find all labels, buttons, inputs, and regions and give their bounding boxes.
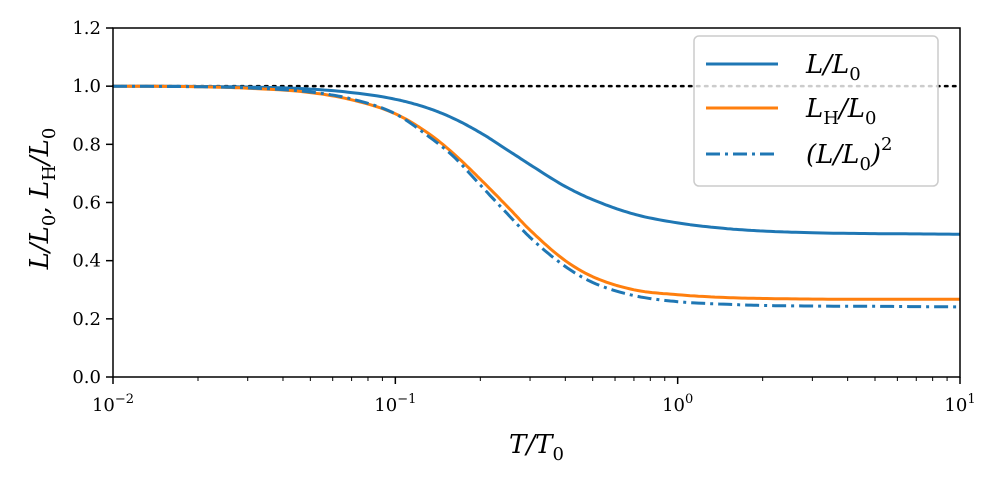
legend-label-l-over-l0-squared: (L/L0)2 [806,134,893,175]
legend-0-main: L/L [805,50,849,80]
x-tick-label-exp: −1 [397,392,416,407]
y-axis-label-p2: , L [25,181,55,215]
x-tick-label: 101 [944,392,975,416]
x-tick-label-exp: 1 [967,392,975,407]
legend-box [693,35,939,187]
series-line-l-over-l0-squared [113,84,960,309]
y-tick-label: 0.0 [72,367,101,388]
x-axis-label: T/T0 [509,430,564,465]
series-group [113,84,960,309]
legend-label-l-over-l0: L/L0 [805,50,861,85]
y-axis-label: L/L0, LH/L0 [25,128,60,271]
legend-2-sup: 2 [881,134,892,155]
legend-2-main: (L/L [806,140,859,170]
y-tick-label: 0.4 [72,251,101,272]
y-tick-label: 1.2 [72,18,101,39]
legend-1-sub: H [823,108,839,129]
x-axis-label-sub: 0 [553,444,564,465]
x-tick-label-base: 10 [944,395,967,416]
legend-0-sub: 0 [849,64,860,85]
legend-label-lh-over-l0: LH/L0 [805,94,876,129]
x-tick-label-base: 10 [92,395,115,416]
y-tick-label: 1.0 [72,76,101,97]
y-axis-label-p1: L/L [25,226,55,270]
x-tick-label: 10−1 [374,392,416,416]
series-line-lh-over-l0 [113,84,960,301]
y-axis-label-s2: H [39,165,60,181]
legend-2-sub: 0 [859,154,870,175]
legend: L/L0 LH/L0 (L/L0)2 [693,35,939,187]
y-tick-label: 0.6 [72,193,101,214]
legend-1-mid: /L [836,94,865,124]
y-axis-label-s1: 0 [39,215,60,226]
x-tick-label: 100 [662,392,693,416]
y-tick-label: 0.2 [72,309,101,330]
x-tick-label-exp: 0 [685,392,693,407]
y-axis-label-p3: /L [25,139,55,168]
x-tick-label-exp: −2 [115,392,134,407]
x-tick-label: 10−2 [92,392,134,416]
x-axis-label-base: T/T [509,430,554,460]
legend-2-close: ) [870,140,881,170]
y-axis-label-s3: 0 [39,128,60,139]
x-tick-label-base: 10 [374,395,397,416]
x-tick-label-base: 10 [662,395,685,416]
legend-1-main: L [805,94,823,124]
y-tick-label: 0.8 [72,134,101,155]
legend-1-sub2: 0 [865,108,876,129]
series-line-l-over-l0 [113,84,960,236]
